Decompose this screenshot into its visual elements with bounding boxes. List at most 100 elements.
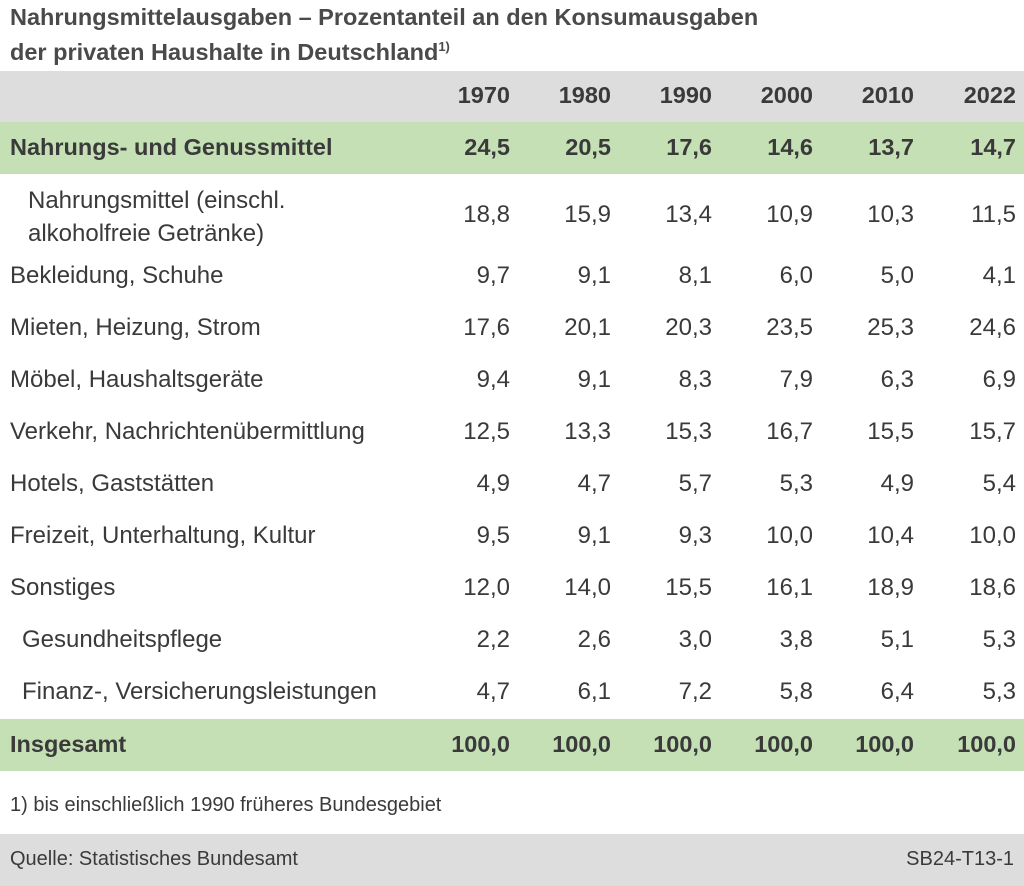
table-cell: 100,0	[957, 731, 1016, 757]
table-cell: 7,2	[678, 678, 712, 705]
row-label: Gesundheitspflege	[22, 626, 223, 653]
table-cell: 10,0	[969, 522, 1016, 549]
title-line-2: der privaten Haushalte in Deutschland1)	[10, 35, 1010, 70]
table-cell: 5,3	[982, 626, 1016, 653]
table-row: Verkehr, Nachrichtenübermittlung 12,5 13…	[0, 407, 1024, 459]
row-label: Freizeit, Unterhaltung, Kultur	[10, 522, 316, 549]
table-cell: 100,0	[653, 731, 712, 757]
year-header: 1980	[558, 82, 611, 108]
table-cell: 13,4	[665, 201, 712, 228]
row-label: Bekleidung, Schuhe	[10, 262, 224, 289]
table-cell: 20,5	[565, 134, 611, 160]
highlight-row: Nahrungs- und Genussmittel 24,5 20,5 17,…	[0, 122, 1024, 174]
title-line-1: Nahrungsmittelausgaben – Prozentanteil a…	[10, 4, 759, 30]
table-cell: 5,7	[678, 470, 712, 497]
table-cell: 9,7	[476, 262, 510, 289]
table-row: Gesundheitspflege 2,2 2,6 3,0 3,8 5,1 5,…	[0, 615, 1024, 667]
source-footer: Quelle: Statistisches Bundesamt SB24-T13…	[0, 834, 1024, 886]
table-cell: 17,6	[463, 314, 510, 341]
data-table: 1970 1980 1990 2000 2010 2022 Nahrungs- …	[0, 71, 1024, 771]
table-cell: 16,7	[766, 418, 813, 445]
row-label: Nahrungs- und Genussmittel	[10, 134, 333, 160]
table-cell: 9,5	[476, 522, 510, 549]
table-cell: 15,9	[564, 201, 611, 228]
table-row: Nahrungsmittel (einschl. alkoholfreie Get…	[0, 174, 1024, 251]
table-cell: 9,3	[678, 522, 712, 549]
table-cell: 8,3	[678, 366, 712, 393]
table-cell: 25,3	[867, 314, 914, 341]
table-cell: 5,3	[779, 470, 813, 497]
row-label: Hotels, Gaststätten	[10, 470, 215, 497]
year-header: 1990	[659, 82, 712, 108]
year-header: 2022	[963, 82, 1016, 108]
table-cell: 9,1	[577, 522, 611, 549]
table-cell: 13,3	[564, 418, 611, 445]
table-cell: 2,6	[577, 626, 611, 653]
row-label: Insgesamt	[10, 731, 127, 757]
table-cell: 9,4	[476, 366, 510, 393]
table-cell: 2,2	[476, 626, 510, 653]
row-label: Finanz-, Versicherungsleistungen	[22, 678, 377, 705]
table-cell: 12,0	[463, 574, 510, 601]
table-row: Sonstiges 12,0 14,0 15,5 16,1 18,9 18,6	[0, 563, 1024, 615]
table-header-row: 1970 1980 1990 2000 2010 2022	[0, 71, 1024, 122]
table-cell: 7,9	[779, 366, 813, 393]
year-header: 2010	[861, 82, 914, 108]
table-cell: 14,7	[970, 134, 1016, 160]
table-cell: 9,1	[577, 262, 611, 289]
year-header: 1970	[457, 82, 510, 108]
table-cell: 5,4	[982, 470, 1016, 497]
table-cell: 5,1	[880, 626, 914, 653]
row-label: Sonstiges	[10, 574, 116, 601]
table-cell: 15,5	[867, 418, 914, 445]
table-cell: 14,6	[767, 134, 813, 160]
table-cell: 24,6	[969, 314, 1016, 341]
row-label-line: alkoholfreie Getränke)	[28, 220, 265, 247]
table-cell: 12,5	[463, 418, 510, 445]
table-row: Mieten, Heizung, Strom 17,6 20,1 20,3 23…	[0, 303, 1024, 355]
year-header: 2000	[760, 82, 813, 108]
table-cell: 10,4	[867, 522, 914, 549]
table-cell: 20,1	[564, 314, 611, 341]
table-cell: 4,7	[476, 678, 510, 705]
table-cell: 14,0	[564, 574, 611, 601]
table-cell: 6,0	[779, 262, 813, 289]
table-cell: 6,9	[982, 366, 1016, 393]
table-cell: 6,3	[880, 366, 914, 393]
table-cell: 10,3	[867, 201, 914, 228]
table-row: Bekleidung, Schuhe 9,7 9,1 8,1 6,0 5,0 4…	[0, 251, 1024, 303]
table-code: SB24-T13-1	[906, 848, 1014, 870]
title-line-2-text: der privaten Haushalte in Deutschland	[10, 39, 439, 65]
table-cell: 100,0	[451, 731, 510, 757]
table-cell: 4,7	[577, 470, 611, 497]
table-cell: 5,3	[982, 678, 1016, 705]
table-cell: 13,7	[868, 134, 914, 160]
table-cell: 9,1	[577, 366, 611, 393]
table-cell: 100,0	[754, 731, 813, 757]
table-cell: 4,1	[982, 262, 1016, 289]
table-cell: 4,9	[880, 470, 914, 497]
table-cell: 10,0	[766, 522, 813, 549]
row-label: Nahrungsmittel (einschl. alkoholfreie Get…	[28, 184, 285, 250]
table-cell: 24,5	[464, 134, 510, 160]
table-cell: 15,7	[969, 418, 1016, 445]
title-footnote-mark: 1)	[438, 39, 450, 55]
table-row: Freizeit, Unterhaltung, Kultur 9,5 9,1 9…	[0, 511, 1024, 563]
total-row: Insgesamt 100,0 100,0 100,0 100,0 100,0 …	[0, 719, 1024, 771]
table-cell: 5,0	[880, 262, 914, 289]
table-cell: 23,5	[766, 314, 813, 341]
table-cell: 15,3	[665, 418, 712, 445]
table-row: Finanz-, Versicherungsleistungen 4,7 6,1…	[0, 667, 1024, 719]
row-label: Möbel, Haushaltsgeräte	[10, 366, 264, 393]
table-cell: 100,0	[552, 731, 611, 757]
table-row: Hotels, Gaststätten 4,9 4,7 5,7 5,3 4,9 …	[0, 459, 1024, 511]
row-label: Mieten, Heizung, Strom	[10, 314, 261, 341]
table-cell: 18,8	[463, 201, 510, 228]
table-row: Möbel, Haushaltsgeräte 9,4 9,1 8,3 7,9 6…	[0, 355, 1024, 407]
table-cell: 6,1	[577, 678, 611, 705]
row-label: Verkehr, Nachrichtenübermittlung	[10, 418, 365, 445]
table-cell: 17,6	[666, 134, 712, 160]
table-cell: 16,1	[766, 574, 813, 601]
table-cell: 5,8	[779, 678, 813, 705]
table-cell: 8,1	[678, 262, 712, 289]
